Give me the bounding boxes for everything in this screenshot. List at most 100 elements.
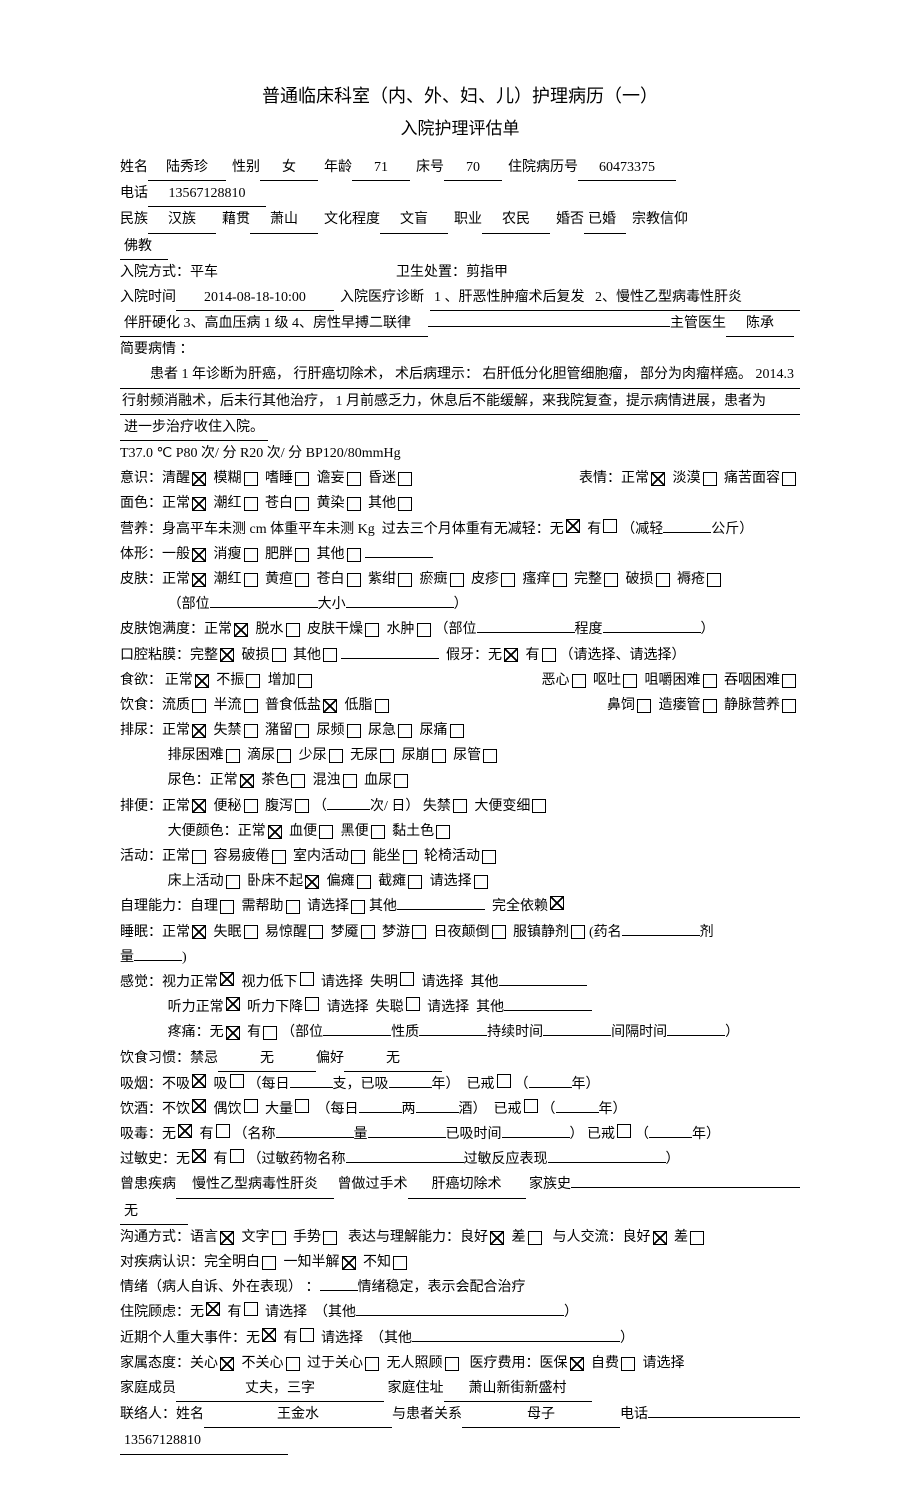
selfcare-opt-2-cb[interactable] bbox=[351, 900, 365, 914]
drug-quit-cb[interactable] bbox=[617, 1124, 631, 1138]
selfcare-opt-0-cb[interactable] bbox=[220, 900, 234, 914]
appetite-opt-1-cb[interactable] bbox=[246, 674, 260, 688]
oral-opt-0-cb[interactable] bbox=[220, 648, 234, 662]
family-att-opt-1-cb[interactable] bbox=[286, 1357, 300, 1371]
appetite-sym-opt-2-cb[interactable] bbox=[703, 674, 717, 688]
sleep-opt-2-cb[interactable] bbox=[309, 925, 323, 939]
blind-cb[interactable] bbox=[400, 972, 414, 986]
sleep-opt-0-cb[interactable] bbox=[192, 925, 206, 939]
diet-route-opt-1-cb[interactable] bbox=[703, 699, 717, 713]
pain-opt-0-cb[interactable] bbox=[226, 1026, 240, 1040]
body-opt-1-cb[interactable] bbox=[244, 548, 258, 562]
expression-opt-0-cb[interactable] bbox=[651, 472, 665, 486]
stool-color-opt-1-cb[interactable] bbox=[319, 825, 333, 839]
activity2-opt-0-cb[interactable] bbox=[226, 875, 240, 889]
skin-opt-3-cb[interactable] bbox=[347, 573, 361, 587]
family-att-opt-3-cb[interactable] bbox=[445, 1357, 459, 1371]
drink-quit-cb[interactable] bbox=[524, 1099, 538, 1113]
diet-opt-2-cb[interactable] bbox=[323, 699, 337, 713]
hearing-cb[interactable] bbox=[226, 997, 240, 1011]
vision-low-cb[interactable] bbox=[300, 972, 314, 986]
skin-opt-2-cb[interactable] bbox=[295, 573, 309, 587]
stool-color-opt-0-cb[interactable] bbox=[268, 825, 282, 839]
selfcare-full-cb[interactable] bbox=[550, 896, 564, 910]
activity2-opt-4-cb[interactable] bbox=[474, 875, 488, 889]
wl-no-cb[interactable] bbox=[566, 519, 580, 533]
urine2-opt-5-cb[interactable] bbox=[483, 749, 497, 763]
denture-opt-1-cb[interactable] bbox=[542, 648, 556, 662]
body-opt-0-cb[interactable] bbox=[192, 548, 206, 562]
stool-color-opt-2-cb[interactable] bbox=[371, 825, 385, 839]
consciousness-opt-2-cb[interactable] bbox=[295, 472, 309, 486]
appetite-sym-opt-1-cb[interactable] bbox=[623, 674, 637, 688]
drink-no-cb[interactable] bbox=[192, 1099, 206, 1113]
urine2-opt-3-cb[interactable] bbox=[380, 749, 394, 763]
oral-opt-2-cb[interactable] bbox=[323, 648, 337, 662]
selfcare-opt-1-cb[interactable] bbox=[286, 900, 300, 914]
awareness-opt-2-cb[interactable] bbox=[393, 1256, 407, 1270]
fee-opt-1-cb[interactable] bbox=[621, 1357, 635, 1371]
activity-opt-4-cb[interactable] bbox=[482, 850, 496, 864]
urine-opt-1-cb[interactable] bbox=[244, 724, 258, 738]
awareness-opt-1-cb[interactable] bbox=[342, 1256, 356, 1270]
activity-opt-1-cb[interactable] bbox=[272, 850, 286, 864]
stool2-opt-0-cb[interactable] bbox=[453, 799, 467, 813]
comm-opt-1-cb[interactable] bbox=[272, 1231, 286, 1245]
comm-opt-2-cb[interactable] bbox=[323, 1231, 337, 1245]
complexion-opt-3-cb[interactable] bbox=[347, 497, 361, 511]
vision-cb[interactable] bbox=[220, 972, 234, 986]
skin-opt-1-cb[interactable] bbox=[244, 573, 258, 587]
stool-opt-0-cb[interactable] bbox=[192, 799, 206, 813]
consciousness-opt-4-cb[interactable] bbox=[398, 472, 412, 486]
appetite-opt-2-cb[interactable] bbox=[298, 674, 312, 688]
stool-opt-1-cb[interactable] bbox=[244, 799, 258, 813]
fee-opt-0-cb[interactable] bbox=[570, 1357, 584, 1371]
smoke-quit-cb[interactable] bbox=[497, 1074, 511, 1088]
activity-opt-2-cb[interactable] bbox=[351, 850, 365, 864]
allergy-yes-cb[interactable] bbox=[230, 1149, 244, 1163]
concern-yes-cb[interactable] bbox=[244, 1302, 258, 1316]
diet-opt-0-cb[interactable] bbox=[192, 699, 206, 713]
urine-color-opt-1-cb[interactable] bbox=[291, 774, 305, 788]
urine-opt-3-cb[interactable] bbox=[347, 724, 361, 738]
diet-opt-1-cb[interactable] bbox=[244, 699, 258, 713]
skin-opt-4-cb[interactable] bbox=[398, 573, 412, 587]
denture-opt-0-cb[interactable] bbox=[504, 648, 518, 662]
drink-much-cb[interactable] bbox=[295, 1099, 309, 1113]
hearing-low-cb[interactable] bbox=[305, 997, 319, 1011]
body-opt-2-cb[interactable] bbox=[295, 548, 309, 562]
complexion-opt-1-cb[interactable] bbox=[244, 497, 258, 511]
urine-color-opt-3-cb[interactable] bbox=[394, 774, 408, 788]
activity2-opt-1-cb[interactable] bbox=[305, 875, 319, 889]
sleep-opt-6-cb[interactable] bbox=[571, 925, 585, 939]
activity-opt-0-cb[interactable] bbox=[192, 850, 206, 864]
pain-opt-1-cb[interactable] bbox=[263, 1026, 277, 1040]
expression-opt-1-cb[interactable] bbox=[703, 472, 717, 486]
diet-route-opt-2-cb[interactable] bbox=[782, 699, 796, 713]
smoke-yes-cb[interactable] bbox=[230, 1074, 244, 1088]
family-att-opt-0-cb[interactable] bbox=[220, 1357, 234, 1371]
consciousness-opt-1-cb[interactable] bbox=[244, 472, 258, 486]
stool-opt-2-cb[interactable] bbox=[295, 799, 309, 813]
sleep-opt-4-cb[interactable] bbox=[412, 925, 426, 939]
appetite-opt-0-cb[interactable] bbox=[195, 674, 209, 688]
complexion-opt-2-cb[interactable] bbox=[295, 497, 309, 511]
family-att-opt-2-cb[interactable] bbox=[365, 1357, 379, 1371]
stool-color-opt-3-cb[interactable] bbox=[436, 825, 450, 839]
sleep-opt-1-cb[interactable] bbox=[244, 925, 258, 939]
event-yes-cb[interactable] bbox=[300, 1328, 314, 1342]
deaf-cb[interactable] bbox=[406, 997, 420, 1011]
urine-color-opt-2-cb[interactable] bbox=[343, 774, 357, 788]
skin-opt-5-cb[interactable] bbox=[450, 573, 464, 587]
urine-opt-2-cb[interactable] bbox=[295, 724, 309, 738]
turgor-opt-1-cb[interactable] bbox=[286, 623, 300, 637]
urine2-opt-2-cb[interactable] bbox=[329, 749, 343, 763]
activity-opt-3-cb[interactable] bbox=[403, 850, 417, 864]
sleep-opt-5-cb[interactable] bbox=[492, 925, 506, 939]
appetite-sym-opt-3-cb[interactable] bbox=[782, 674, 796, 688]
urine-opt-0-cb[interactable] bbox=[192, 724, 206, 738]
body-opt-3-cb[interactable] bbox=[347, 548, 361, 562]
awareness-opt-0-cb[interactable] bbox=[262, 1256, 276, 1270]
skin-opt-10-cb[interactable] bbox=[707, 573, 721, 587]
turgor-opt-3-cb[interactable] bbox=[417, 623, 431, 637]
